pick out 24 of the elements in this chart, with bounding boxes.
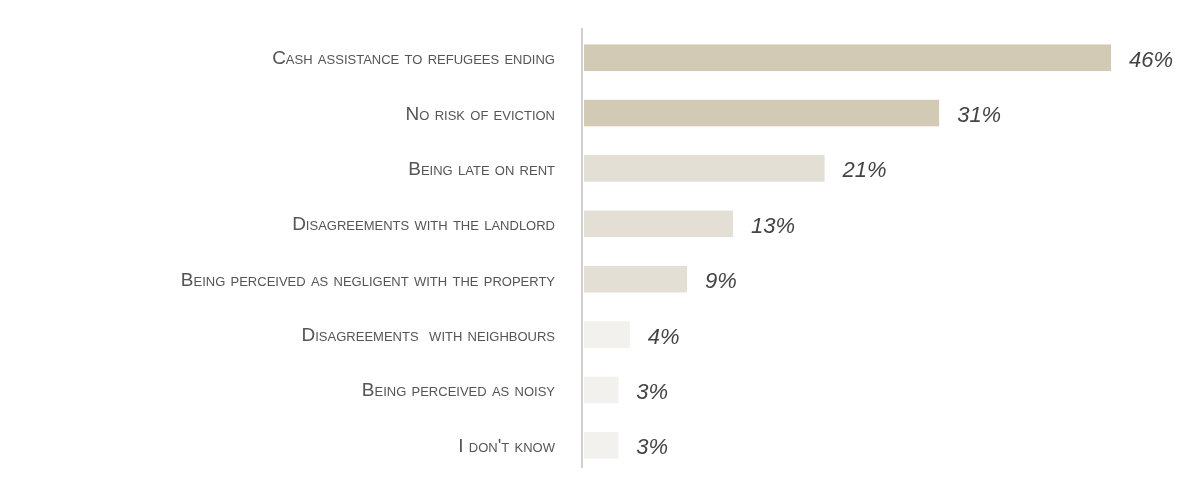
bar xyxy=(584,265,688,293)
bar xyxy=(584,99,940,127)
y-tick-label: No risk of eviction xyxy=(405,102,555,124)
data-label: 46% xyxy=(1129,46,1174,72)
bar xyxy=(584,432,619,459)
bar xyxy=(584,376,619,404)
data-label: 21% xyxy=(841,157,887,183)
bar xyxy=(584,155,825,182)
bar xyxy=(584,321,630,348)
data-label: 13% xyxy=(750,212,795,238)
bar xyxy=(584,210,733,238)
y-tick-label: Being perceived as noisy xyxy=(361,379,556,401)
data-label: 3% xyxy=(636,434,669,460)
y-tick-label: Cash assistance to refugees ending xyxy=(272,47,555,69)
data-label: 9% xyxy=(705,268,737,294)
data-label: 3% xyxy=(636,378,669,404)
y-tick-label: Being late on rent xyxy=(408,157,556,179)
y-tick-label: Disagreements with the landlord xyxy=(292,213,555,235)
y-tick-label: I don't know xyxy=(458,434,556,456)
y-tick-label: Being perceived as negligent with the property xyxy=(180,268,556,290)
data-label: 4% xyxy=(647,323,680,349)
y-tick-label: Disagreements with neighbours xyxy=(301,324,556,346)
bar xyxy=(584,44,1111,71)
data-label: 31% xyxy=(957,102,1002,128)
